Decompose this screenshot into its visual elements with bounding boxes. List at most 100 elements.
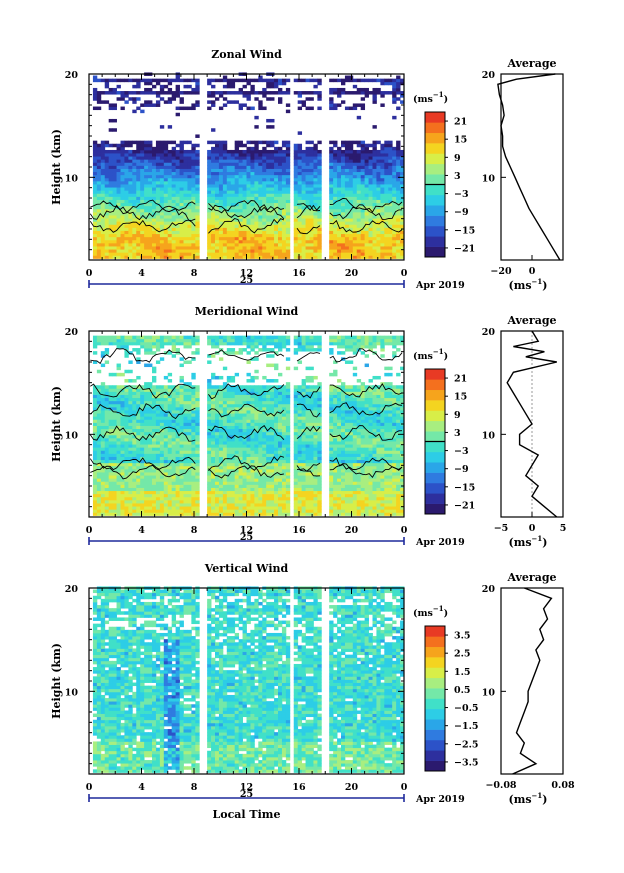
- heatmap-cell: [195, 351, 200, 355]
- heatmap-cell: [230, 416, 236, 420]
- heatmap-cell: [262, 236, 267, 241]
- heatmap-cell: [132, 425, 137, 430]
- heatmap-cell: [317, 215, 322, 219]
- heatmap-cell: [112, 224, 117, 228]
- heatmap-cell: [112, 341, 117, 346]
- heatmap-cell: [246, 81, 251, 86]
- heatmap-cell: [128, 487, 133, 492]
- heatmap-cell: [364, 91, 369, 95]
- heatmap-cell: [337, 211, 342, 216]
- heatmap-cell: [254, 255, 259, 259]
- colorbar-swatch: [425, 215, 445, 227]
- heatmap-cell: [380, 174, 385, 179]
- heatmap-cell: [163, 478, 169, 482]
- heatmap-cell: [120, 140, 125, 145]
- heatmap-cell: [167, 125, 173, 129]
- heatmap-cell: [309, 239, 314, 244]
- heatmap-cell: [317, 97, 322, 101]
- heatmap-cell: [344, 249, 350, 253]
- heatmap-cell: [155, 441, 161, 445]
- heatmap-cell: [262, 221, 267, 225]
- heatmap-cell: [187, 239, 192, 244]
- heatmap-cell: [207, 205, 212, 210]
- heatmap-cell: [348, 106, 354, 111]
- heatmap-cell: [270, 249, 275, 253]
- heatmap-cell: [254, 180, 259, 185]
- heatmap-cell: [384, 252, 389, 256]
- heatmap-cell: [183, 255, 188, 259]
- heatmap-cell: [238, 187, 243, 191]
- heatmap-cell: [344, 215, 350, 219]
- heatmap-cell: [140, 397, 145, 402]
- heatmap-cell: [140, 490, 145, 495]
- heatmap-cell: [270, 190, 275, 194]
- heatmap-cell: [281, 177, 287, 182]
- heatmap-cell: [226, 236, 232, 241]
- heatmap-cell: [222, 246, 228, 250]
- heatmap-cell: [144, 91, 149, 95]
- heatmap-cell: [226, 406, 232, 411]
- heatmap-cell: [128, 450, 133, 454]
- heatmap-cell: [297, 180, 303, 185]
- heatmap-cell: [238, 437, 243, 442]
- heatmap-cell: [96, 509, 102, 513]
- heatmap-cell: [108, 208, 114, 213]
- heatmap-cell: [230, 506, 236, 510]
- heatmap-cell: [222, 493, 228, 498]
- heatmap-cell: [266, 208, 271, 213]
- heatmap-cell: [136, 499, 141, 504]
- heatmap-cell: [376, 87, 381, 92]
- heatmap-cell: [258, 246, 263, 250]
- heatmap-cell: [400, 91, 405, 95]
- heatmap-cell: [112, 335, 117, 340]
- heatmap-cell: [400, 205, 405, 210]
- heatmap-cell: [234, 162, 240, 166]
- heatmap-cell: [159, 338, 165, 343]
- heatmap-cell: [163, 431, 169, 436]
- heatmap-cell: [144, 335, 149, 340]
- heatmap-cell: [100, 419, 106, 423]
- heatmap-cell: [246, 187, 251, 191]
- heatmap-cell: [218, 162, 224, 166]
- heatmap-cell: [183, 512, 188, 516]
- heatmap-cell: [159, 84, 165, 89]
- heatmap-cell: [238, 428, 243, 433]
- heatmap-cell: [384, 218, 389, 222]
- heatmap-cell: [116, 211, 121, 216]
- heatmap-cell: [234, 416, 240, 420]
- heatmap-cell: [195, 472, 200, 476]
- heatmap-cell: [120, 255, 125, 259]
- heatmap-cell: [128, 453, 133, 457]
- heatmap-cell: [388, 168, 393, 173]
- heatmap-cell: [191, 468, 196, 473]
- heatmap-cell: [171, 338, 177, 343]
- heatmap-cell: [191, 428, 196, 433]
- heatmap-cell: [270, 156, 275, 160]
- heatmap-cell: [148, 103, 153, 107]
- heatmap-cell: [171, 397, 177, 402]
- heatmap-cell: [242, 156, 247, 160]
- heatmap-cell: [376, 159, 381, 163]
- heatmap-cell: [92, 239, 98, 244]
- heatmap-cell: [116, 437, 121, 442]
- heatmap-cell: [309, 97, 314, 101]
- heatmap-cell: [388, 246, 393, 250]
- heatmap-cell: [187, 215, 192, 219]
- heatmap-cell: [152, 249, 157, 253]
- heatmap-cell: [108, 487, 114, 492]
- heatmap-cell: [329, 233, 334, 238]
- heatmap-cell: [388, 202, 393, 207]
- heatmap-cell: [222, 236, 228, 241]
- heatmap-cell: [191, 400, 196, 405]
- heatmap-cell: [230, 425, 236, 430]
- heatmap-cell: [159, 215, 165, 219]
- heatmap-cell: [238, 246, 243, 250]
- heatmap-cell: [191, 168, 196, 173]
- heatmap-cell: [108, 171, 114, 176]
- heatmap-cell: [100, 490, 106, 495]
- heatmap-cell: [218, 419, 224, 423]
- heatmap-cell: [167, 174, 173, 179]
- heatmap-cell: [128, 503, 133, 507]
- heatmap-cell: [392, 91, 397, 95]
- heatmap-cell: [155, 103, 161, 107]
